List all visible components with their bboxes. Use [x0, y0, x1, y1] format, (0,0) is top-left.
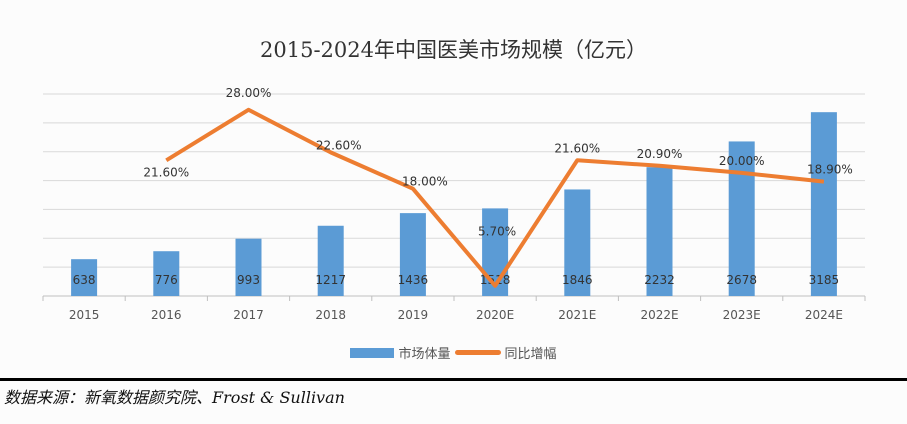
x-tick-label: 2017: [233, 308, 264, 322]
legend-label-line: 同比增幅: [504, 347, 557, 362]
line-label: 18.00%: [402, 175, 448, 189]
bar-label: 1846: [562, 273, 593, 287]
bar: [646, 167, 673, 296]
bar-label: 1217: [315, 273, 346, 287]
bar-label: 638: [73, 273, 96, 287]
bar: [399, 213, 426, 296]
divider: [0, 378, 907, 381]
x-tick-label: 2021E: [558, 308, 596, 322]
line-label: 5.70%: [478, 225, 516, 239]
chart-title: 2015-2024年中国医美市场规模（亿元）: [260, 38, 647, 62]
legend-swatch-line: [454, 350, 501, 355]
bar: [235, 238, 262, 296]
legend: 市场体量 同比增幅: [0, 343, 907, 362]
bar: [153, 251, 180, 296]
line-label: 21.60%: [143, 165, 189, 179]
bar: [317, 225, 344, 296]
bar: [728, 141, 755, 296]
x-tick-label: 2023E: [723, 308, 761, 322]
source-note: 数据来源：新氧数据颜究院、Frost & Sullivan: [4, 388, 345, 407]
x-tick-label: 2024E: [805, 308, 843, 322]
bar-label: 3185: [809, 273, 840, 287]
line-label: 21.60%: [554, 141, 600, 155]
bar: [482, 208, 509, 296]
line-label: 20.00%: [719, 154, 765, 168]
x-tick-label: 2018: [315, 308, 346, 322]
bar-label: 776: [155, 273, 178, 287]
bar-label: 993: [237, 273, 260, 287]
x-tick-label: 2022E: [640, 308, 678, 322]
x-tick-label: 2020E: [476, 308, 514, 322]
bar: [810, 112, 837, 297]
legend-swatch-bar: [350, 347, 395, 358]
x-tick-label: 2019: [398, 308, 429, 322]
x-tick-label: 2016: [151, 308, 182, 322]
line-label: 20.90%: [637, 147, 683, 161]
line-label: 18.90%: [807, 163, 853, 177]
bar: [564, 189, 591, 296]
line-label: 28.00%: [226, 86, 272, 100]
legend-label-bar: 市场体量: [398, 347, 451, 362]
bar: [71, 259, 98, 296]
bar-label: 2678: [726, 273, 757, 287]
line-label: 22.60%: [316, 138, 362, 152]
bar-label: 2232: [644, 273, 675, 287]
x-tick-label: 2015: [69, 308, 100, 322]
bar-label: 1436: [398, 273, 429, 287]
